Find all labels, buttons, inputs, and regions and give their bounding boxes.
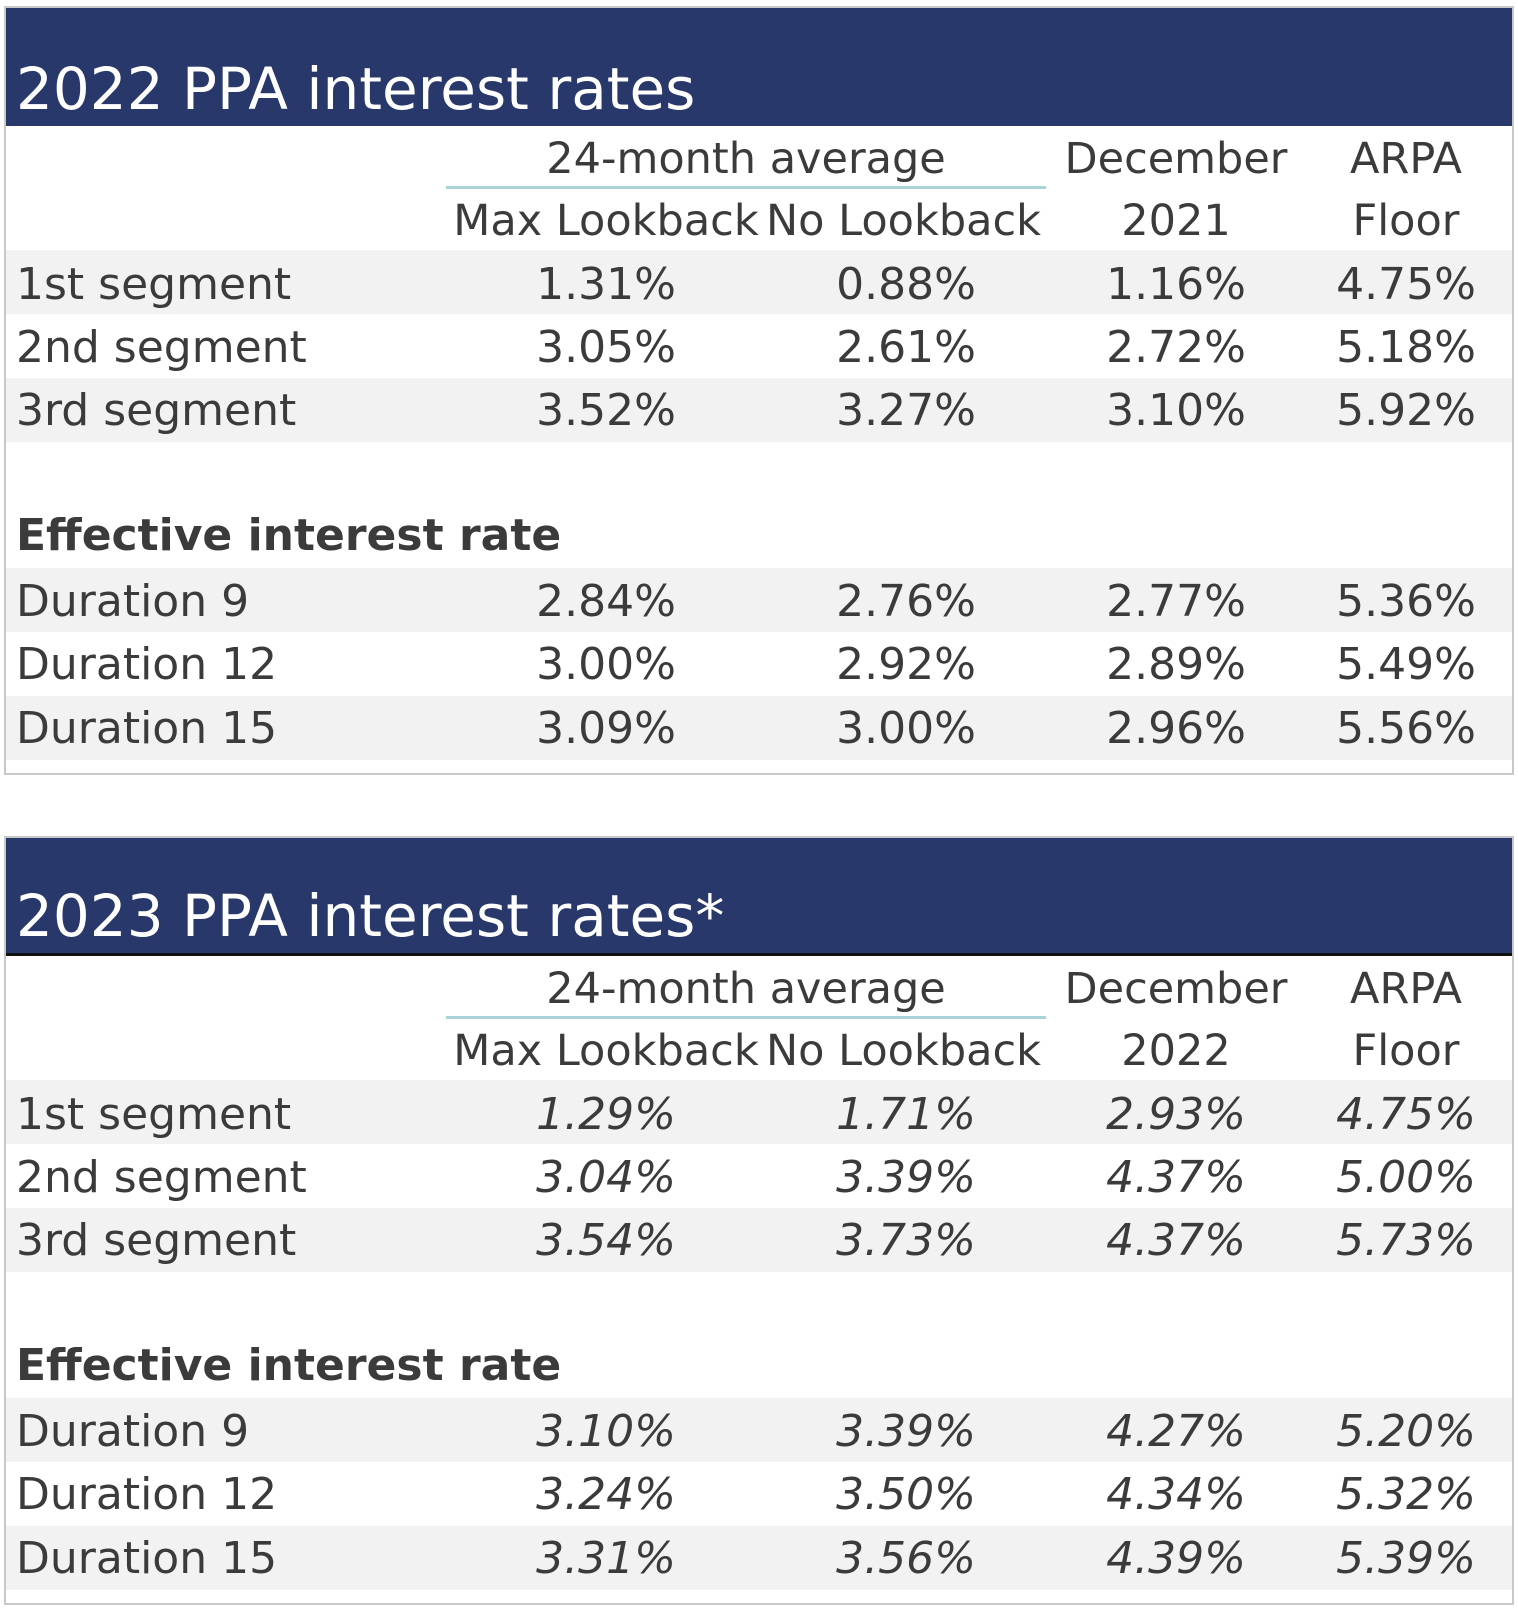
group-header-underline <box>446 1016 1046 1019</box>
group-header: 24-month average <box>546 134 946 184</box>
table-cell: 5.56% <box>1336 703 1476 754</box>
table-cell: 1.31% <box>536 259 676 310</box>
table-cell: 2.92% <box>836 639 976 690</box>
col-header-floor: Floor <box>1352 196 1460 246</box>
table-cell: 4.75% <box>1336 1089 1476 1140</box>
table-cell: 3.39% <box>836 1152 976 1203</box>
col-header-no-lookback: No Lookback <box>766 200 1042 243</box>
group-header: 24-month average <box>546 964 946 1014</box>
row-label: 3rd segment <box>16 1215 297 1266</box>
table-cell: 3.04% <box>536 1152 676 1203</box>
table-cell: 5.36% <box>1336 576 1476 627</box>
row-band <box>6 1398 1512 1462</box>
table-cell: 4.75% <box>1336 259 1476 310</box>
table-cell: 5.32% <box>1336 1469 1476 1520</box>
table-cell: 3.10% <box>1106 385 1246 436</box>
table-cell: 3.10% <box>536 1406 676 1457</box>
row-label: Duration 9 <box>16 1406 250 1457</box>
table-cell: 2.61% <box>836 322 976 373</box>
col-header-max-lookback: Max Lookback <box>453 200 759 243</box>
table-cell: 5.18% <box>1336 322 1476 373</box>
title-bar: 2022 PPA interest rates <box>6 8 1512 126</box>
row-label: 1st segment <box>16 259 292 310</box>
table-cell: 1.16% <box>1106 259 1246 310</box>
section-label: Effective interest rate <box>16 1340 562 1391</box>
table-cell: 5.92% <box>1336 385 1476 436</box>
table-cell: 3.24% <box>536 1469 676 1520</box>
col-header-year: 2022 <box>1121 1026 1231 1076</box>
table-2023: 2023 PPA interest rates* 24-month averag… <box>4 836 1514 1605</box>
title-bar: 2023 PPA interest rates* <box>6 838 1512 956</box>
col-header-december: December <box>1064 968 1288 1011</box>
table-cell: 2.77% <box>1106 576 1246 627</box>
row-label: 1st segment <box>16 1089 292 1140</box>
row-label: Duration 15 <box>16 1533 278 1584</box>
col-header-floor: Floor <box>1352 1026 1460 1076</box>
table-cell: 5.73% <box>1336 1215 1476 1266</box>
table-cell: 2.72% <box>1106 322 1246 373</box>
table-cell: 2.89% <box>1106 639 1246 690</box>
row-band <box>6 378 1512 442</box>
table-cell: 3.50% <box>836 1469 976 1520</box>
table-cell: 2.76% <box>836 576 976 627</box>
table-cell: 5.00% <box>1336 1152 1476 1203</box>
table-cell: 2.96% <box>1106 703 1246 754</box>
table-cell: 5.39% <box>1336 1533 1476 1584</box>
col-header-arpa: ARPA <box>1350 134 1462 184</box>
row-label: 2nd segment <box>16 322 307 373</box>
section-label: Effective interest rate <box>16 510 562 561</box>
table-cell: 3.56% <box>836 1533 976 1584</box>
table-cell: 3.27% <box>836 385 976 436</box>
row-label: Duration 12 <box>16 639 278 690</box>
table-cell: 3.00% <box>536 639 676 690</box>
table-cell: 1.29% <box>536 1089 676 1140</box>
table-cell: 5.20% <box>1336 1406 1476 1457</box>
row-band <box>6 568 1512 632</box>
row-band <box>6 1526 1512 1590</box>
table-title: 2023 PPA interest rates* <box>16 882 725 950</box>
table-cell: 3.05% <box>536 322 676 373</box>
col-header-max-lookback: Max Lookback <box>453 1030 759 1073</box>
row-label: 3rd segment <box>16 385 297 436</box>
row-label: Duration 12 <box>16 1469 278 1520</box>
table-2022: 2022 PPA interest rates 24-month average… <box>4 6 1514 775</box>
table-cell: 3.39% <box>836 1406 976 1457</box>
col-header-arpa: ARPA <box>1350 964 1462 1014</box>
col-header-december: December <box>1064 138 1288 181</box>
table-cell: 3.73% <box>836 1215 976 1266</box>
row-label: 2nd segment <box>16 1152 307 1203</box>
col-header-year: 2021 <box>1121 196 1231 246</box>
table-cell: 3.00% <box>836 703 976 754</box>
row-band <box>6 1208 1512 1272</box>
table-cell: 4.37% <box>1106 1152 1246 1203</box>
row-label: Duration 15 <box>16 703 278 754</box>
table-cell: 3.52% <box>536 385 676 436</box>
table-cell: 3.31% <box>536 1533 676 1584</box>
table-cell: 4.37% <box>1106 1215 1246 1266</box>
table-cell: 4.34% <box>1106 1469 1246 1520</box>
table-cell: 2.84% <box>536 576 676 627</box>
table-cell: 3.54% <box>536 1215 676 1266</box>
table-cell: 4.27% <box>1106 1406 1246 1457</box>
table-cell: 0.88% <box>836 259 976 310</box>
col-header-no-lookback: No Lookback <box>766 1030 1042 1073</box>
table-title: 2022 PPA interest rates <box>16 55 696 123</box>
row-band <box>6 696 1512 760</box>
table-cell: 2.93% <box>1106 1089 1246 1140</box>
row-band <box>6 250 1512 314</box>
table-cell: 5.49% <box>1336 639 1476 690</box>
group-header-underline <box>446 186 1046 189</box>
row-label: Duration 9 <box>16 576 250 627</box>
table-cell: 4.39% <box>1106 1533 1246 1584</box>
table-cell: 3.09% <box>536 703 676 754</box>
table-cell: 1.71% <box>836 1089 976 1140</box>
row-band <box>6 1080 1512 1144</box>
